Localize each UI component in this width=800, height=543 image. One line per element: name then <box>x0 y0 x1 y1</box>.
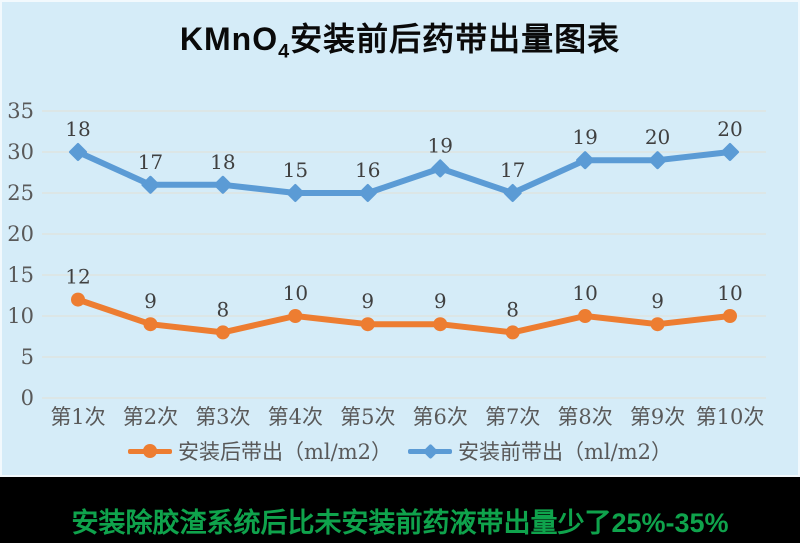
footer-note: 安装除胶渣系统后比未安装前药液带出量少了25%-35% <box>71 508 729 538</box>
svg-text:9: 9 <box>434 289 447 313</box>
legend-line-circle-marker-icon <box>128 443 173 459</box>
svg-text:18: 18 <box>210 150 235 174</box>
svg-text:第10次: 第10次 <box>696 405 765 429</box>
svg-text:第4次: 第4次 <box>268 405 323 429</box>
svg-text:16: 16 <box>355 158 380 182</box>
svg-text:第2次: 第2次 <box>123 405 178 429</box>
chart-legend: 安装后带出（ml/m2） 安装前带出（ml/m2） <box>2 437 798 465</box>
legend-item-before-install: 安装前带出（ml/m2） <box>408 436 672 466</box>
title-formula-prefix: KMnO <box>179 21 279 57</box>
svg-text:20: 20 <box>7 222 34 246</box>
svg-text:第1次: 第1次 <box>50 405 105 429</box>
svg-text:9: 9 <box>144 289 157 313</box>
chart-title: KMnO4安装前后药带出量图表 <box>2 14 798 63</box>
legend-circle-icon <box>143 444 158 458</box>
svg-text:9: 9 <box>651 289 664 313</box>
svg-text:19: 19 <box>427 133 452 157</box>
svg-text:12: 12 <box>65 265 90 289</box>
footer-banner: 安装除胶渣系统后比未安装前药液带出量少了25%-35% <box>0 477 800 543</box>
svg-text:10: 10 <box>7 304 34 328</box>
title-text: 安装前后药带出量图表 <box>290 21 621 57</box>
svg-text:8: 8 <box>506 297 519 321</box>
svg-text:第8次: 第8次 <box>557 405 612 429</box>
svg-text:第9次: 第9次 <box>630 405 685 429</box>
svg-text:第5次: 第5次 <box>340 405 395 429</box>
svg-text:10: 10 <box>717 281 742 305</box>
svg-text:20: 20 <box>645 125 670 149</box>
legend-line-diamond-marker-icon <box>408 443 452 460</box>
title-formula-subscript: 4 <box>278 40 291 63</box>
svg-text:第6次: 第6次 <box>413 405 468 429</box>
svg-text:10: 10 <box>572 281 597 305</box>
legend-diamond-icon <box>422 443 439 460</box>
legend-item-after-install: 安装后带出（ml/m2） <box>128 436 392 466</box>
svg-text:15: 15 <box>7 263 34 287</box>
svg-text:17: 17 <box>500 158 525 182</box>
svg-text:19: 19 <box>572 125 597 149</box>
svg-text:18: 18 <box>65 117 90 141</box>
svg-text:5: 5 <box>21 345 34 369</box>
svg-text:9: 9 <box>361 289 374 313</box>
svg-text:第3次: 第3次 <box>195 405 250 429</box>
legend-label-before-install: 安装前带出（ml/m2） <box>458 440 672 464</box>
svg-text:35: 35 <box>7 99 34 123</box>
svg-text:17: 17 <box>138 150 163 174</box>
legend-label-after-install: 安装后带出（ml/m2） <box>178 440 392 464</box>
svg-text:15: 15 <box>283 158 308 182</box>
svg-text:30: 30 <box>7 140 34 164</box>
svg-text:25: 25 <box>7 181 34 205</box>
chart-panel: KMnO4安装前后药带出量图表 0 5 10 15 20 25 30 35 第1次 第2次 第3次第… <box>0 0 800 477</box>
svg-text:20: 20 <box>717 117 742 141</box>
svg-text:0: 0 <box>21 386 34 410</box>
svg-text:8: 8 <box>217 297 230 321</box>
line-chart-plot-area: 0 5 10 15 20 25 30 35 第1次 第2次 第3次 第4次 第5次 第6次 第7次 第8次 第9… <box>7 99 766 429</box>
svg-text:第7次: 第7次 <box>485 405 540 429</box>
svg-text:10: 10 <box>283 281 308 305</box>
